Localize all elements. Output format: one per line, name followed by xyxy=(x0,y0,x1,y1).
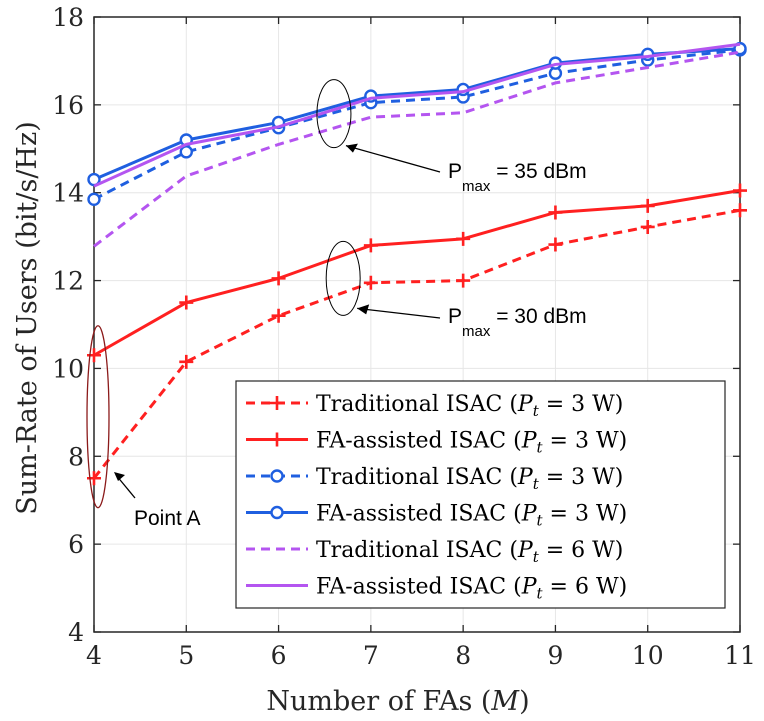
legend-entry-0: Traditional ISAC (Pt = 3 W) xyxy=(246,392,623,420)
series-line xyxy=(93,42,741,188)
legend-marker xyxy=(270,396,284,410)
data-point xyxy=(363,275,378,290)
y-tick-label: 8 xyxy=(68,442,84,471)
x-tick-label: 11 xyxy=(724,641,756,670)
arrowhead-35dbm xyxy=(345,143,358,153)
x-tick-label: 5 xyxy=(178,641,194,670)
annotation-35dbm: Pmax = 35 dBm xyxy=(448,160,587,195)
legend-marker xyxy=(270,505,284,520)
arrowhead-30dbm xyxy=(357,304,370,315)
legend-entry-2: Traditional ISAC (Pt = 3 W) xyxy=(246,465,623,493)
data-point xyxy=(87,192,101,207)
legend-entry-3: FA-assisted ISAC (Pt = 3 W) xyxy=(246,502,627,530)
data-point xyxy=(548,237,563,252)
x-tick-label: 10 xyxy=(632,641,664,670)
group-ellipse-35dbm xyxy=(316,79,352,149)
legend-entry-4: Traditional ISAC (Pt = 6 W) xyxy=(246,538,623,566)
legend-label: Traditional ISAC (Pt = 3 W) xyxy=(316,465,623,493)
data-point xyxy=(363,238,378,253)
y-tick-label: 14 xyxy=(52,179,84,208)
x-tick-label: 4 xyxy=(86,641,102,670)
series-line xyxy=(92,208,741,480)
y-tick-label: 16 xyxy=(52,91,84,120)
x-tick-label: 6 xyxy=(271,641,287,670)
y-tick-label: 4 xyxy=(68,618,84,647)
arrow-30dbm xyxy=(357,307,441,319)
arrowhead-point-a xyxy=(114,472,125,481)
legend-label: Traditional ISAC (Pt = 6 W) xyxy=(316,538,623,566)
x-tick-label: 7 xyxy=(363,641,379,670)
arrow-35dbm xyxy=(345,145,441,173)
legend-label: FA-assisted ISAC (Pt = 6 W) xyxy=(316,575,627,603)
data-point xyxy=(179,145,193,159)
y-axis-label: Sum-Rate of Users (bit/s/Hz) xyxy=(12,121,43,515)
data-point xyxy=(179,295,194,310)
legend-marker xyxy=(270,432,284,447)
x-tick-label: 8 xyxy=(455,641,471,670)
series-line xyxy=(93,47,741,181)
group-ellipse-30dbm xyxy=(325,240,361,316)
plot-frame xyxy=(93,16,741,633)
series-line xyxy=(93,50,741,248)
series-0 xyxy=(87,203,747,486)
data-point xyxy=(271,308,286,323)
data-point xyxy=(271,271,286,286)
y-tick-label: 10 xyxy=(52,354,84,383)
data-point xyxy=(456,273,471,288)
series-4 xyxy=(93,50,741,248)
data-point xyxy=(733,203,747,218)
annotation-point-a: Point A xyxy=(134,507,201,530)
legend-marker xyxy=(270,469,284,483)
y-tick-label: 6 xyxy=(68,530,84,559)
data-point xyxy=(548,205,563,220)
series-line xyxy=(93,189,741,357)
legend-label: FA-assisted ISAC (Pt = 3 W) xyxy=(316,502,627,530)
data-point xyxy=(456,231,471,246)
legend: Traditional ISAC (Pt = 3 W) FA-assisted I… xyxy=(235,380,726,609)
legend-label: FA-assisted ISAC (Pt = 3 W) xyxy=(316,429,627,457)
x-axis-label: Number of FAs (M) xyxy=(266,686,529,717)
y-tick-label: 12 xyxy=(52,267,84,296)
legend-entry-1: FA-assisted ISAC (Pt = 3 W) xyxy=(246,429,627,457)
data-point xyxy=(733,183,747,198)
series-5 xyxy=(93,42,741,188)
series-1 xyxy=(87,183,747,363)
data-point xyxy=(179,354,194,369)
axis-ticks: 4 5 6 7 8 9 10 11 4 6 8 10 12 14 16 18 xyxy=(52,3,756,670)
point-a-ellipse xyxy=(86,325,110,509)
series-line xyxy=(93,48,741,201)
legend-entry-5: FA-assisted ISAC (Pt = 6 W) xyxy=(246,575,627,603)
y-tick-label: 18 xyxy=(52,3,84,32)
legend-label: Traditional ISAC (Pt = 3 W) xyxy=(316,392,623,420)
data-point xyxy=(640,219,655,234)
legend-box xyxy=(235,380,726,609)
series-layer xyxy=(87,41,747,486)
annotations: Pmax = 35 dBm Pmax = 30 dBm Point A xyxy=(86,79,587,530)
x-tick-label: 9 xyxy=(547,641,563,670)
data-point xyxy=(640,198,655,213)
series-3 xyxy=(87,41,747,187)
annotation-30dbm: Pmax = 30 dBm xyxy=(448,305,587,340)
